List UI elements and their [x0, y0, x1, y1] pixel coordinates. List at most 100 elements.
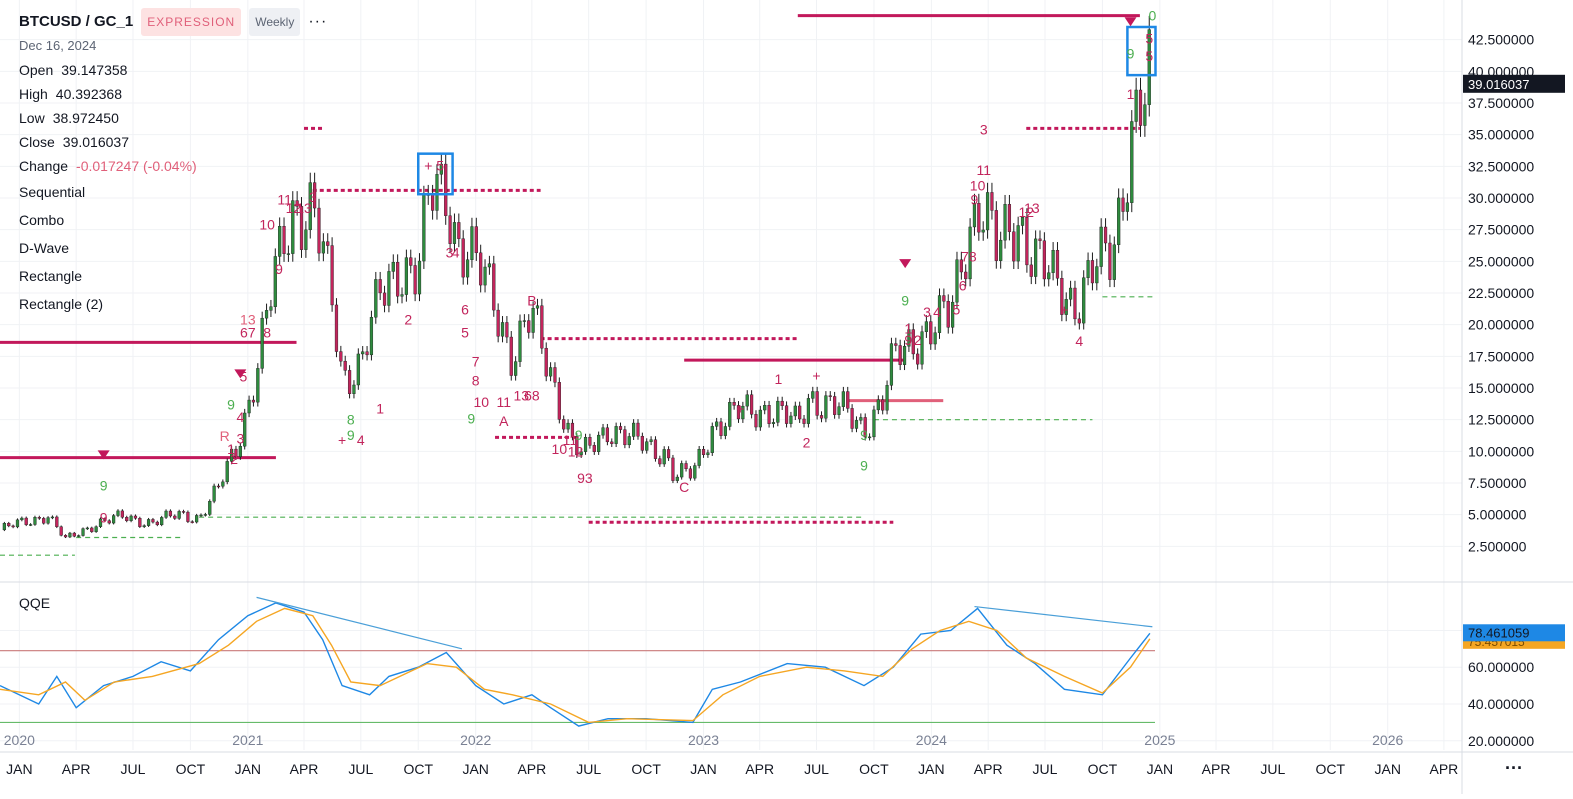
candle-body — [632, 422, 636, 437]
candle-body — [863, 417, 867, 438]
candle-body — [846, 391, 850, 409]
candle-body — [1064, 299, 1068, 315]
candle-body — [326, 241, 330, 246]
candle-body — [745, 394, 749, 407]
month-label: OCT — [176, 761, 206, 777]
sell-setup-triangle — [1124, 17, 1137, 27]
qqe-series-line — [0, 602, 1151, 727]
sequential-label: 68 — [524, 388, 540, 404]
year-label: 2020 — [4, 732, 35, 748]
candle-body — [907, 329, 911, 347]
candle-body — [1051, 250, 1055, 273]
candle-body — [461, 238, 465, 278]
candle-body — [715, 421, 719, 427]
sequential-label: 11 — [496, 394, 511, 410]
month-label: APR — [290, 761, 319, 777]
price-axis-label: 12.500000 — [1468, 412, 1534, 428]
candle-body — [741, 405, 745, 420]
sell-setup-triangle — [97, 450, 110, 460]
candle-body — [282, 226, 286, 254]
study-rectangle[interactable]: Rectangle — [19, 268, 83, 284]
candle-body — [1090, 260, 1095, 284]
price-axis-label: 37.500000 — [1468, 95, 1534, 111]
chart-legend: BTCUSD / GC_1 EXPRESSION Weekly ··· Dec … — [19, 8, 328, 318]
candle-body — [806, 398, 811, 424]
candle-body — [981, 229, 985, 233]
candle-body — [592, 445, 596, 452]
low-value: 38.972450 — [52, 110, 119, 126]
candle-body — [1082, 277, 1086, 324]
candle-body — [146, 519, 151, 526]
candle-body — [942, 295, 946, 302]
candle-body — [859, 417, 863, 421]
more-horizontal-icon[interactable]: ··· — [1505, 758, 1523, 778]
month-label: APR — [1429, 761, 1458, 777]
sequential-label: 9 — [860, 427, 868, 443]
candle-body — [951, 301, 955, 328]
candle-body — [789, 415, 793, 424]
candle-body — [20, 517, 24, 521]
candle-body — [1086, 260, 1090, 278]
sequential-label: B — [527, 293, 536, 309]
qqe-pane-title[interactable]: QQE — [19, 595, 51, 611]
candle-body — [911, 329, 915, 355]
candle-body — [990, 192, 994, 211]
candle-body — [465, 259, 470, 278]
month-label: APR — [745, 761, 774, 777]
sequential-label: 6 — [959, 277, 967, 293]
candle-body — [815, 391, 819, 416]
sequential-label: 3 — [980, 122, 988, 138]
month-label: OCT — [403, 761, 433, 777]
candle-body — [728, 402, 732, 427]
candle-body — [872, 409, 876, 438]
sequential-label: 11 — [977, 162, 992, 178]
candle-body — [767, 405, 771, 424]
sequential-label: 3 — [309, 189, 317, 205]
more-horizontal-icon[interactable]: ··· — [308, 13, 328, 30]
candle-body — [330, 245, 334, 306]
candle-body — [33, 517, 37, 525]
candle-body — [776, 400, 780, 423]
qqe-trend-line — [974, 605, 1153, 628]
candle-body — [666, 449, 671, 459]
candle-body — [618, 426, 623, 430]
timeframe-badge[interactable]: Weekly — [249, 8, 301, 36]
study-combo[interactable]: Combo — [19, 212, 65, 228]
candle-body — [168, 510, 173, 517]
candle-body — [7, 523, 11, 527]
symbol-name[interactable]: BTCUSD / GC_1 — [19, 13, 134, 30]
sequential-label: 9 — [227, 397, 235, 413]
study-rectangle-2[interactable]: Rectangle (2) — [19, 296, 104, 312]
candle-body — [1020, 217, 1025, 226]
study-d-wave[interactable]: D-Wave — [19, 240, 70, 256]
rectangle-label: + 5 — [424, 158, 444, 174]
candle-body — [662, 449, 666, 465]
month-label: OCT — [1316, 761, 1346, 777]
candle-body — [382, 292, 387, 306]
study-sequential[interactable]: Sequential — [19, 184, 86, 200]
bar-date: Dec 16, 2024 — [19, 38, 97, 53]
candle-body — [527, 320, 531, 333]
sequential-label: 93 — [577, 470, 593, 486]
sequential-label: 4 — [452, 245, 460, 261]
candle-body — [885, 385, 889, 411]
price-axis-label: 32.500000 — [1468, 158, 1534, 174]
candle-body — [81, 528, 85, 536]
candle-body — [133, 515, 138, 519]
candle-body — [522, 320, 526, 322]
sequential-label: 2 — [914, 332, 922, 348]
candle-body — [544, 347, 548, 377]
price-axis-label: 42.500000 — [1468, 32, 1534, 48]
candle-body — [719, 421, 723, 436]
candle-body — [876, 399, 880, 411]
candle-body — [1007, 204, 1012, 232]
sequential-label: 11 — [563, 432, 578, 448]
candle-body — [452, 222, 457, 244]
legend-header: BTCUSD / GC_1 EXPRESSION Weekly ··· — [19, 8, 328, 36]
candle-body — [1034, 238, 1038, 277]
candle-body — [605, 427, 609, 443]
candle-body — [221, 481, 225, 487]
candle-body — [138, 518, 142, 527]
candle-body — [264, 310, 269, 319]
